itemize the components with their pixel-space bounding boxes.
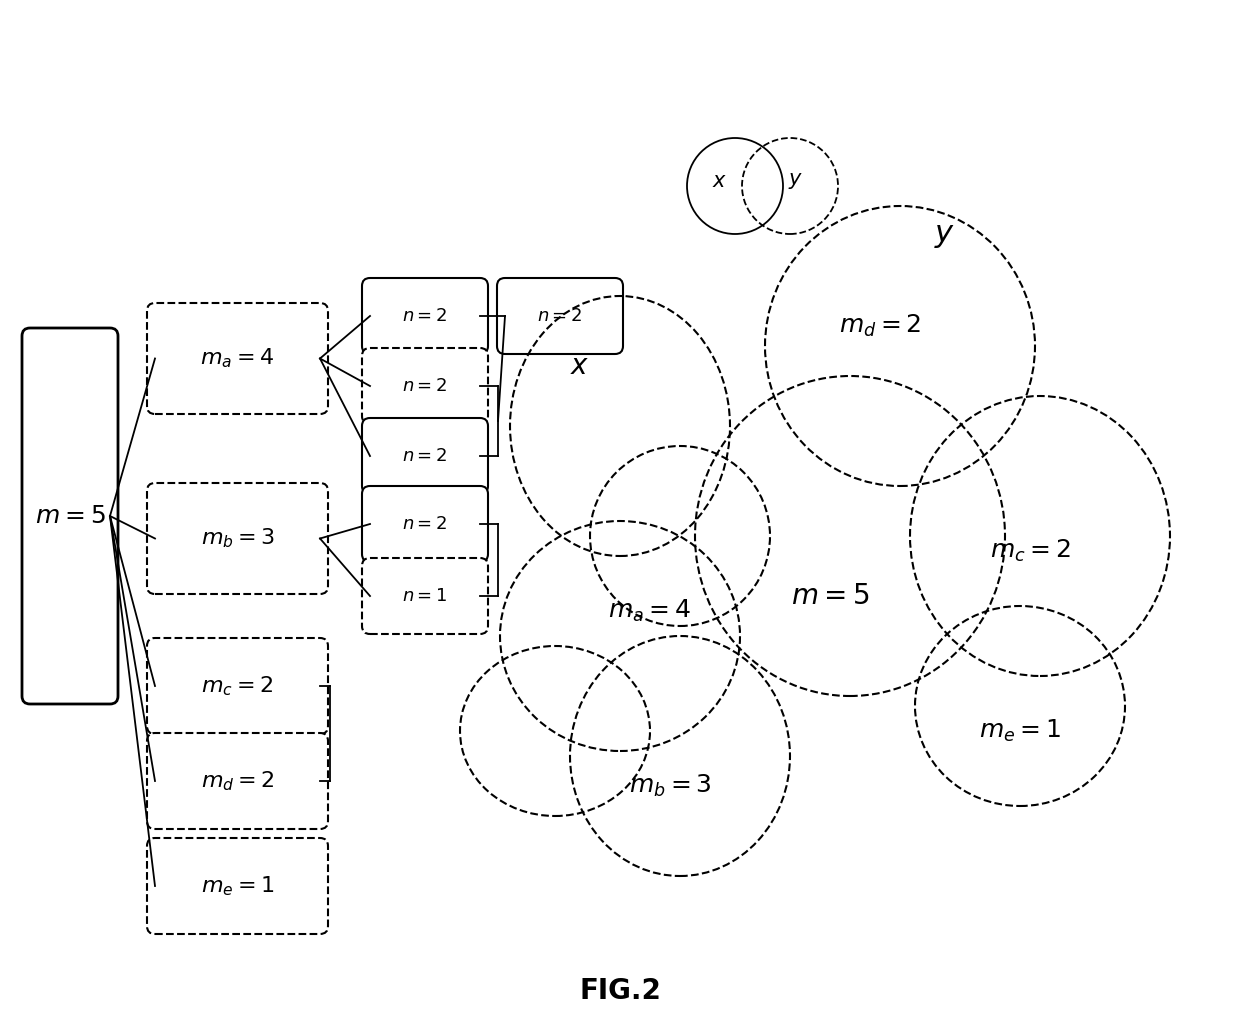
FancyBboxPatch shape: [148, 303, 329, 415]
Text: $\mathit{m}_{\mathit{b}}=3$: $\mathit{m}_{\mathit{b}}=3$: [201, 526, 274, 550]
FancyBboxPatch shape: [362, 486, 489, 562]
FancyBboxPatch shape: [148, 733, 329, 829]
FancyBboxPatch shape: [362, 558, 489, 634]
Text: $\mathit{y}$: $\mathit{y}$: [789, 171, 804, 191]
Text: $\mathit{x}$: $\mathit{x}$: [713, 171, 728, 191]
Text: $\mathit{m}_{\mathit{c}}=2$: $\mathit{m}_{\mathit{c}}=2$: [990, 538, 1070, 564]
Text: $\mathit{m}_{\mathit{a}}=4$: $\mathit{m}_{\mathit{a}}=4$: [609, 598, 692, 624]
Text: $\mathit{n}=2$: $\mathit{n}=2$: [402, 515, 448, 532]
FancyBboxPatch shape: [362, 278, 489, 354]
Text: $\mathit{m}=5$: $\mathit{m}=5$: [791, 582, 869, 610]
Text: $\mathit{m}_{\mathit{c}}=2$: $\mathit{m}_{\mathit{c}}=2$: [201, 674, 274, 698]
Text: $\mathit{n}=2$: $\mathit{n}=2$: [402, 307, 448, 325]
Text: $\mathit{m}_{\mathit{d}}=2$: $\mathit{m}_{\mathit{d}}=2$: [201, 770, 274, 793]
Text: $\mathit{x}$: $\mathit{x}$: [570, 352, 590, 380]
Text: $\mathit{m}_{\mathit{e}}=1$: $\mathit{m}_{\mathit{e}}=1$: [201, 874, 274, 898]
Text: $\mathit{n}=2$: $\mathit{n}=2$: [402, 447, 448, 465]
Text: $\mathit{m}_{\mathit{e}}=1$: $\mathit{m}_{\mathit{e}}=1$: [978, 718, 1061, 744]
FancyBboxPatch shape: [362, 418, 489, 494]
Text: $\mathit{m}_{\mathit{b}}=3$: $\mathit{m}_{\mathit{b}}=3$: [629, 773, 712, 799]
Text: $\mathit{n}=2$: $\mathit{n}=2$: [402, 377, 448, 395]
FancyBboxPatch shape: [148, 638, 329, 734]
Text: $\mathit{m}_{\mathit{a}}=4$: $\mathit{m}_{\mathit{a}}=4$: [201, 347, 274, 370]
Text: $\mathit{y}$: $\mathit{y}$: [935, 222, 956, 250]
FancyBboxPatch shape: [22, 328, 118, 704]
Text: $\mathit{n}=2$: $\mathit{n}=2$: [537, 307, 583, 325]
Text: $\mathit{n}=1$: $\mathit{n}=1$: [402, 587, 448, 605]
FancyBboxPatch shape: [362, 348, 489, 424]
Text: $\mathit{m}_{\mathit{d}}=2$: $\mathit{m}_{\mathit{d}}=2$: [838, 313, 921, 340]
FancyBboxPatch shape: [148, 838, 329, 934]
Text: FIG.2: FIG.2: [579, 977, 661, 1005]
FancyBboxPatch shape: [497, 278, 622, 354]
FancyBboxPatch shape: [148, 483, 329, 594]
Text: $\mathit{m}=5$: $\mathit{m}=5$: [35, 504, 105, 528]
